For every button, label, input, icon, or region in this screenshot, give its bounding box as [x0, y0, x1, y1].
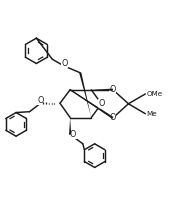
Text: O: O — [37, 96, 44, 105]
Text: O: O — [110, 85, 116, 94]
Polygon shape — [79, 73, 91, 118]
Text: O: O — [70, 130, 76, 139]
Text: O: O — [99, 99, 105, 108]
Text: Me: Me — [146, 111, 157, 117]
Polygon shape — [69, 118, 71, 134]
Text: O: O — [61, 59, 67, 68]
Polygon shape — [70, 90, 114, 119]
Text: O: O — [110, 114, 116, 123]
Polygon shape — [91, 89, 113, 91]
Text: OMe: OMe — [146, 91, 162, 97]
